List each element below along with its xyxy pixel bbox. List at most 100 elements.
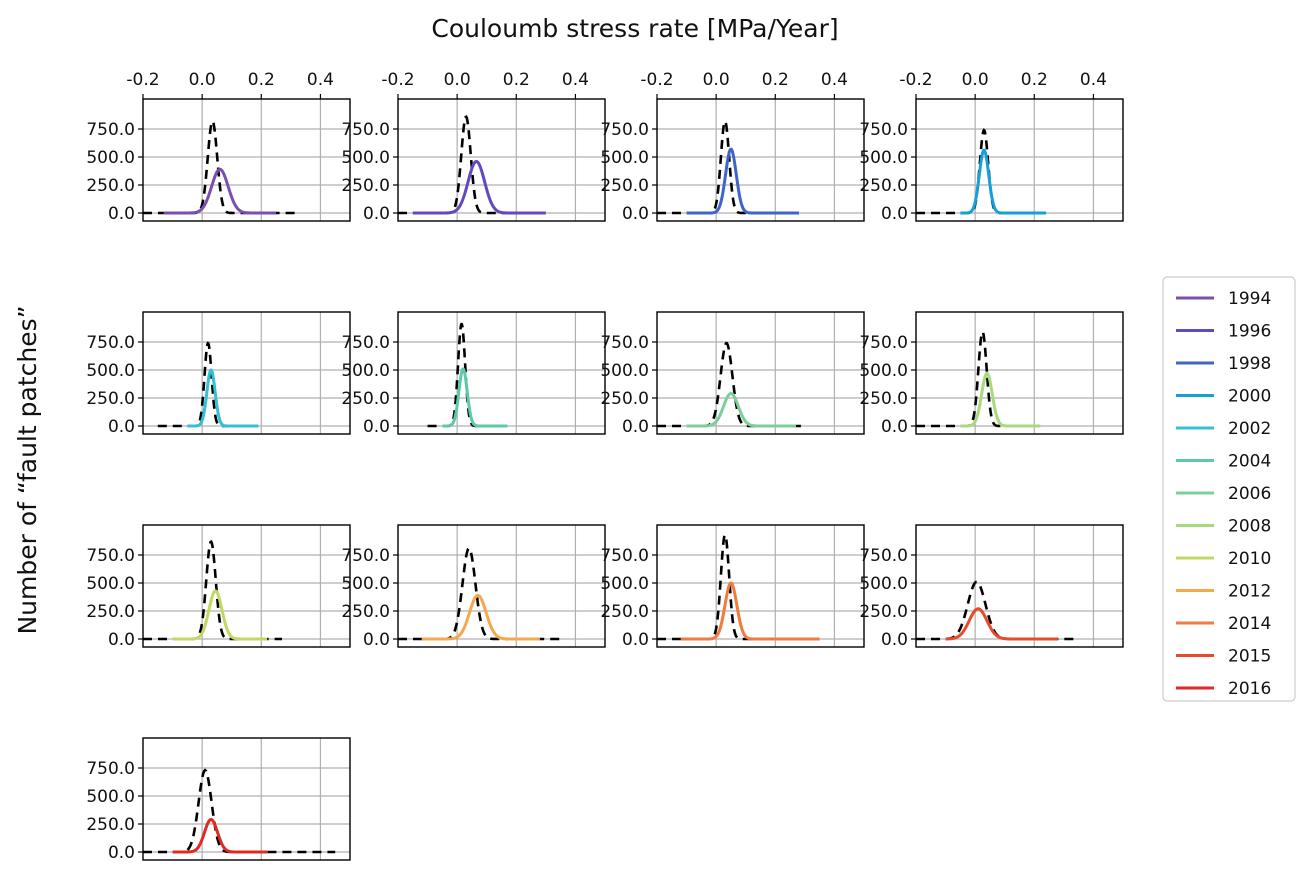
x-tick-label: 0.2 <box>762 70 789 90</box>
reference-line-2006 <box>657 341 805 428</box>
reference-line-2012 <box>398 546 561 641</box>
y-tick-label: 500.0 <box>86 361 135 381</box>
axes-frame <box>915 524 1124 648</box>
panel-1998: 0.0 250.0 500.0 750.0 -0.2 0.0 0.2 0.4 <box>600 70 865 224</box>
y-tick-label: 750.0 <box>859 120 908 140</box>
y-tick-label: 0.0 <box>363 417 390 437</box>
x-tick-label: 0.4 <box>562 70 589 90</box>
axes-frame <box>915 311 1124 435</box>
series-line-1998 <box>686 147 799 215</box>
series-line-2002 <box>187 368 259 428</box>
axes-frame <box>656 98 865 222</box>
reference-line-2014 <box>657 533 776 641</box>
legend-label-2008: 2008 <box>1228 517 1271 537</box>
reference-line-2016 <box>143 768 336 854</box>
legend-label-2004: 2004 <box>1228 452 1271 472</box>
y-tick-label: 250.0 <box>859 389 908 409</box>
x-tick-label: 0.4 <box>307 70 334 90</box>
y-axis-label: Number of “fault patches” <box>13 305 42 634</box>
y-tick-label: 750.0 <box>600 333 649 353</box>
x-tick-label: -0.2 <box>640 70 673 90</box>
legend: 1994 1996 1998 2000 2002 2004 2006 2008 2010 2012… <box>1162 276 1296 702</box>
y-tick-label: 0.0 <box>881 630 908 650</box>
y-tick-label: 750.0 <box>86 759 135 779</box>
legend-label-1998: 1998 <box>1228 354 1271 374</box>
y-tick-label: 0.0 <box>363 630 390 650</box>
x-tick-label: 0.0 <box>444 70 471 90</box>
y-tick-label: 500.0 <box>86 148 135 168</box>
y-tick-label: 750.0 <box>86 546 135 566</box>
y-tick-label: 0.0 <box>881 417 908 437</box>
x-tick-label: 0.4 <box>1080 70 1107 90</box>
panel-grid: 0.0 250.0 500.0 750.0 -0.2 0.0 0.2 0.4 0.0 250.0 5… <box>86 70 1124 863</box>
panel-2015: 0.0 250.0 500.0 750.0 <box>859 524 1124 650</box>
y-tick-label: 0.0 <box>108 843 135 863</box>
axes-frame <box>142 98 351 222</box>
legend-label-2015: 2015 <box>1228 647 1271 667</box>
x-tick-label: -0.2 <box>126 70 159 90</box>
x-tick-label: 0.2 <box>1021 70 1048 90</box>
legend-label-2010: 2010 <box>1228 549 1271 569</box>
y-tick-label: 500.0 <box>341 574 390 594</box>
y-tick-label: 0.0 <box>108 204 135 224</box>
series-line-2014 <box>680 581 820 641</box>
y-tick-label: 500.0 <box>600 361 649 381</box>
panel-2002: 0.0 250.0 500.0 750.0 <box>86 311 351 437</box>
series-line-2015 <box>945 607 1058 641</box>
legend-label-2014: 2014 <box>1228 614 1271 634</box>
panel-2006: 0.0 250.0 500.0 750.0 <box>600 311 865 437</box>
x-tick-label: 0.2 <box>248 70 275 90</box>
y-tick-label: 250.0 <box>86 602 135 622</box>
series-line-2000 <box>960 148 1047 215</box>
axes-frame <box>397 311 606 435</box>
legend-label-2000: 2000 <box>1228 387 1271 407</box>
y-tick-label: 500.0 <box>86 574 135 594</box>
x-tick-label: 0.2 <box>503 70 530 90</box>
y-tick-label: 250.0 <box>859 602 908 622</box>
panel-2014: 0.0 250.0 500.0 750.0 <box>600 524 865 650</box>
reference-line-1998 <box>657 119 791 215</box>
y-tick-label: 250.0 <box>600 602 649 622</box>
y-tick-label: 250.0 <box>341 602 390 622</box>
y-tick-label: 0.0 <box>622 204 649 224</box>
legend-label-2016: 2016 <box>1228 679 1271 699</box>
y-tick-label: 500.0 <box>600 574 649 594</box>
reference-line-2000 <box>916 128 1029 215</box>
y-tick-label: 750.0 <box>86 120 135 140</box>
legend-label-2012: 2012 <box>1228 582 1271 602</box>
y-tick-label: 750.0 <box>859 546 908 566</box>
y-tick-label: 0.0 <box>108 630 135 650</box>
series-line-2016 <box>172 818 268 854</box>
y-tick-label: 250.0 <box>600 176 649 196</box>
y-tick-label: 250.0 <box>341 389 390 409</box>
reference-line-2010 <box>143 539 282 641</box>
panel-2010: 0.0 250.0 500.0 750.0 <box>86 524 351 650</box>
y-tick-label: 750.0 <box>859 333 908 353</box>
y-tick-label: 0.0 <box>622 417 649 437</box>
y-tick-label: 250.0 <box>859 176 908 196</box>
y-tick-label: 500.0 <box>86 787 135 807</box>
axes-frame <box>142 311 351 435</box>
x-tick-label: -0.2 <box>381 70 414 90</box>
series-line-1996 <box>412 159 546 215</box>
panel-2000: 0.0 250.0 500.0 750.0 -0.2 0.0 0.2 0.4 <box>859 70 1124 224</box>
axes-frame <box>142 737 351 861</box>
y-tick-label: 750.0 <box>341 546 390 566</box>
y-tick-label: 500.0 <box>600 148 649 168</box>
y-tick-label: 750.0 <box>600 120 649 140</box>
axes-frame <box>397 98 606 222</box>
y-tick-label: 250.0 <box>86 389 135 409</box>
y-tick-label: 0.0 <box>881 204 908 224</box>
axes-frame <box>142 524 351 648</box>
y-tick-label: 250.0 <box>341 176 390 196</box>
reference-line-1994 <box>143 119 300 215</box>
axes-frame <box>915 98 1124 222</box>
y-tick-label: 0.0 <box>108 417 135 437</box>
series-line-2010 <box>172 589 268 641</box>
axes-frame <box>656 524 865 648</box>
y-tick-label: 250.0 <box>600 389 649 409</box>
panel-2012: 0.0 250.0 500.0 750.0 <box>341 524 606 650</box>
y-tick-label: 500.0 <box>859 361 908 381</box>
series-line-2008 <box>960 371 1041 428</box>
